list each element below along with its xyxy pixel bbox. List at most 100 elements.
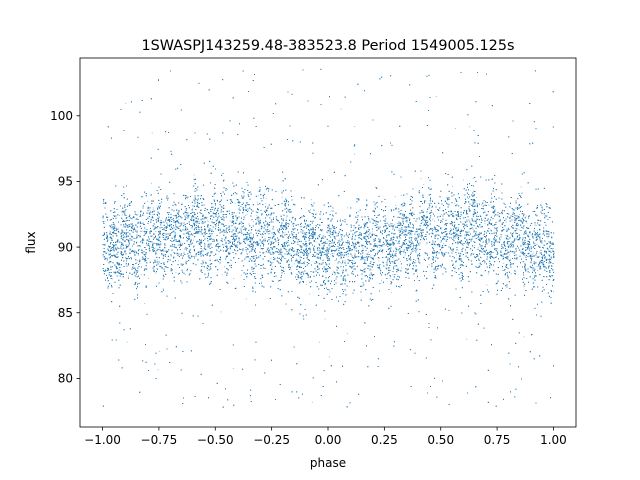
data-point: [119, 215, 120, 216]
data-point: [257, 222, 259, 224]
data-point: [508, 254, 510, 256]
data-point: [305, 283, 307, 285]
data-point: [394, 224, 396, 226]
data-point: [472, 177, 474, 179]
data-point: [415, 260, 416, 261]
chart-title: 1SWASPJ143259.48-383523.8 Period 1549005…: [142, 38, 515, 54]
data-point: [400, 234, 402, 236]
data-point: [490, 200, 492, 202]
data-point: [245, 298, 247, 300]
data-point: [396, 242, 398, 244]
data-point: [211, 219, 213, 220]
data-point: [501, 270, 503, 271]
data-point: [329, 356, 330, 358]
data-point: [370, 255, 372, 257]
data-point: [533, 282, 535, 284]
data-point: [227, 188, 228, 190]
data-point: [152, 207, 154, 209]
data-point: [473, 195, 475, 197]
data-point: [476, 197, 477, 199]
data-point: [267, 240, 269, 241]
data-point: [414, 250, 415, 252]
data-point: [240, 274, 242, 276]
data-point: [151, 214, 153, 216]
data-point: [368, 251, 369, 253]
data-point: [531, 222, 533, 224]
data-point: [435, 235, 437, 237]
data-point: [211, 238, 213, 240]
data-point: [265, 203, 267, 205]
data-point: [526, 222, 528, 224]
data-point: [481, 204, 482, 206]
data-point: [452, 185, 453, 187]
data-point: [431, 212, 433, 214]
data-point: [369, 270, 371, 272]
data-point: [126, 341, 128, 343]
data-point: [272, 251, 274, 253]
data-point: [300, 262, 302, 264]
data-point: [127, 275, 129, 277]
data-point: [207, 269, 208, 271]
data-point: [186, 197, 188, 199]
data-point: [347, 207, 349, 209]
data-point: [181, 222, 182, 223]
data-point: [491, 245, 493, 247]
data-point: [441, 247, 443, 249]
data-point: [535, 225, 537, 226]
data-point: [536, 230, 538, 232]
data-point: [138, 254, 139, 256]
data-point: [371, 231, 373, 233]
data-point: [115, 227, 117, 229]
data-point: [193, 174, 195, 176]
data-point: [373, 259, 375, 260]
data-point: [447, 213, 448, 215]
data-point: [280, 279, 282, 281]
data-point: [284, 272, 285, 274]
data-point: [349, 241, 350, 243]
data-point: [137, 260, 138, 261]
data-point: [238, 231, 240, 232]
data-point: [346, 333, 348, 335]
data-point: [389, 277, 391, 279]
data-point: [416, 277, 418, 279]
data-point: [493, 239, 495, 241]
data-point: [468, 198, 469, 199]
data-point: [204, 242, 205, 244]
data-point: [484, 262, 485, 264]
data-point: [420, 178, 422, 180]
data-point: [470, 210, 471, 212]
data-point: [460, 235, 462, 237]
data-point: [540, 268, 542, 270]
data-point: [524, 214, 525, 216]
data-point: [125, 226, 127, 227]
data-point: [353, 260, 355, 262]
data-point: [246, 251, 247, 252]
data-point: [509, 236, 511, 238]
data-point: [374, 207, 376, 209]
data-point: [435, 96, 437, 97]
data-point: [338, 238, 340, 240]
data-point: [354, 126, 356, 127]
data-point: [520, 186, 522, 188]
data-point: [508, 238, 510, 240]
data-point: [117, 268, 118, 269]
data-point: [427, 221, 429, 223]
data-point: [144, 303, 146, 305]
data-point: [278, 238, 280, 240]
data-point: [162, 254, 164, 256]
data-point: [454, 203, 456, 205]
data-point: [340, 262, 342, 264]
data-point: [120, 270, 122, 272]
data-point: [386, 269, 388, 271]
data-point: [515, 220, 517, 222]
data-point: [328, 224, 330, 225]
data-point: [224, 244, 226, 246]
data-point: [467, 247, 469, 248]
data-point: [225, 249, 227, 251]
data-point: [274, 238, 276, 240]
data-point: [455, 236, 457, 238]
data-point: [187, 256, 189, 257]
data-point: [149, 209, 151, 211]
data-point: [162, 287, 164, 289]
